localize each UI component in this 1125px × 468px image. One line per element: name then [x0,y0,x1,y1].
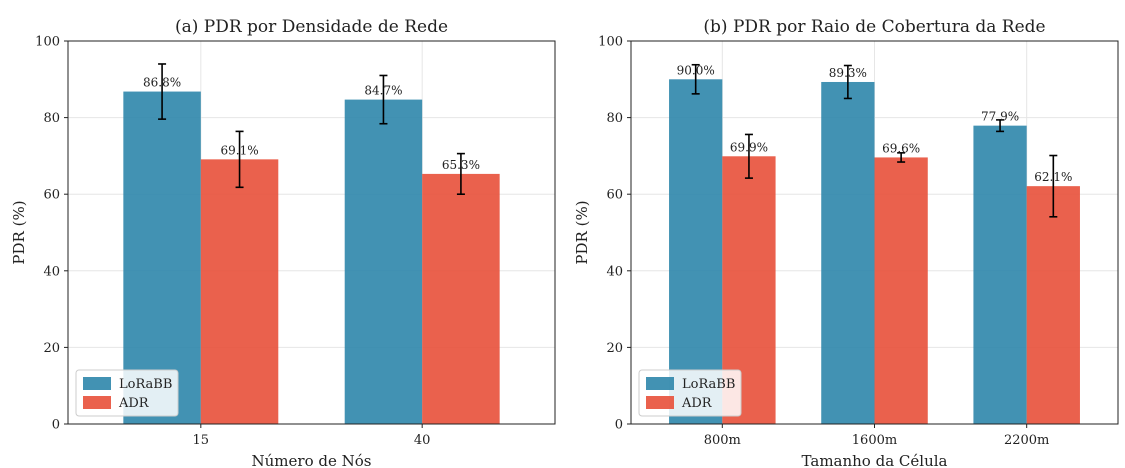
bar-adr-2200m [1026,186,1080,424]
value-label: 69.6% [882,141,920,155]
value-label: 69.1% [220,143,258,157]
x-tick-label: 800m [704,433,741,448]
value-label: 77.9% [981,110,1019,124]
bar-adr-40 [422,173,500,424]
y-tick-label: 40 [43,264,60,279]
chart-a: 86.8% 84.7% 69.1% 65.3% 0 20 40 60 80 100 15 40 (a) … [10,17,556,468]
plot-frame [67,40,556,425]
legend-label-lorabb: LoRaBB [119,377,172,392]
legend-swatch-adr [646,396,674,409]
x-tick-label: 1600m [852,433,897,448]
bar-lorabb-15 [123,91,201,424]
value-label: 69.9% [730,140,768,154]
y-tick-label: 100 [598,35,623,50]
y-tick-label: 80 [43,111,60,126]
value-label: 65.3% [442,158,480,172]
x-tick-label: 2200m [1004,433,1049,448]
y-tick-label: 60 [606,188,623,203]
y-tick-label: 0 [615,418,623,433]
y-axis-label: PDR (%) [573,200,591,264]
legend-label-adr: ADR [681,396,713,411]
legend-label-lorabb: LoRaBB [682,377,735,392]
x-axis-label: Tamanho da Célula [802,452,948,468]
y-tick-label: 100 [35,35,60,50]
chart-title: (a) PDR por Densidade de Rede [175,17,448,37]
x-tick-label: 15 [193,433,210,448]
y-tick-label: 60 [43,188,60,203]
value-label: 62.1% [1034,170,1072,184]
x-tick-label: 40 [414,433,431,448]
legend-label-adr: ADR [118,396,150,411]
chart-b: 90.0% 89.3% 77.9% 69.9% 69.6% 62.1% 0 20 40 60 80 1… [573,17,1119,468]
value-label: 86.8% [143,76,181,90]
y-tick-label: 0 [52,418,60,433]
y-axis-label: PDR (%) [10,200,28,264]
bar-lorabb-40 [344,99,423,424]
y-tick-label: 80 [606,111,623,126]
y-tick-label: 20 [43,341,60,356]
legend-swatch-lorabb [646,377,674,390]
value-label: 84.7% [364,84,402,98]
bar-lorabb-1600m [821,81,875,424]
value-label: 89.3% [829,66,867,80]
bar-adr-1600m [874,157,928,424]
y-tick-label: 40 [606,264,623,279]
value-label: 90.0% [677,63,715,77]
bar-adr-15 [200,159,279,425]
chart-title: (b) PDR por Raio de Cobertura da Rede [703,17,1045,37]
legend-swatch-adr [83,396,111,409]
bar-lorabb-2200m [973,125,1027,424]
y-tick-label: 20 [606,341,623,356]
x-axis-label: Número de Nós [252,452,372,468]
legend-swatch-lorabb [83,377,111,390]
bar-lorabb-800m [669,79,723,425]
